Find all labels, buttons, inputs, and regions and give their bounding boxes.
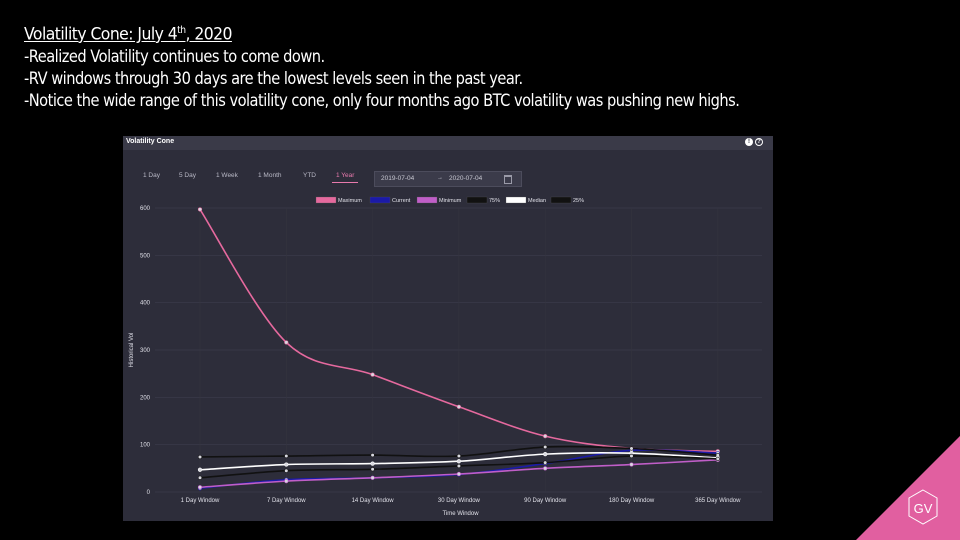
active-tab-underline	[332, 182, 359, 183]
data-point-median	[543, 452, 548, 457]
calendar-icon[interactable]	[504, 175, 512, 184]
bullet-3: -Notice the wide range of this volatilit…	[24, 90, 740, 111]
tab-1-week[interactable]: 1 Week	[216, 172, 238, 179]
data-point-25pct	[715, 456, 720, 461]
y-tick-label: 0	[147, 490, 151, 496]
data-point-75pct	[284, 453, 289, 459]
data-point-maximum	[197, 207, 203, 212]
data-point-maximum	[284, 340, 289, 345]
legend-label-maximum: Maximum	[338, 198, 362, 204]
panel-header: Volatility Cone ! ?	[123, 136, 773, 150]
x-tick-label: 7 Day Window	[267, 498, 306, 504]
x-tick-label: 90 Day Window	[524, 498, 567, 504]
legend-label-current: Current	[392, 198, 411, 204]
panel-title: Volatility Cone	[126, 138, 175, 145]
slide-title: Volatility Cone: July 4th, 2020	[24, 24, 232, 45]
data-point-25pct	[629, 453, 634, 459]
legend-swatch-75pct	[466, 196, 488, 204]
x-axis-label: Time Window	[442, 511, 479, 517]
legend-swatch-current	[369, 196, 391, 204]
data-point-75pct	[456, 453, 462, 459]
date-separator: →	[437, 175, 443, 181]
panel-header-icons: ! ?	[745, 138, 763, 146]
data-point-minimum	[284, 479, 289, 484]
data-point-maximum	[370, 372, 375, 377]
tab-1-month[interactable]: 1 Month	[258, 172, 282, 179]
tab-1-day[interactable]: 1 Day	[143, 172, 160, 179]
date-to-field[interactable]: 2020-07-04	[449, 175, 483, 182]
data-point-minimum	[456, 471, 462, 477]
y-axis-label: Historical Vol	[129, 333, 135, 368]
date-from-field[interactable]: 2019-07-04	[381, 175, 415, 182]
date-range-picker[interactable]: 2019-07-04 → 2020-07-04	[374, 171, 522, 187]
x-tick-label: 180 Day Window	[609, 498, 655, 504]
legend-label-median: Median	[528, 198, 546, 204]
data-point-minimum	[197, 485, 203, 490]
tab-5-day[interactable]: 5 Day	[179, 172, 196, 179]
data-point-median	[370, 461, 375, 466]
y-tick-label: 100	[140, 443, 151, 449]
data-point-75pct	[629, 446, 634, 451]
data-point-minimum	[370, 475, 375, 480]
x-tick-label: 14 Day Window	[352, 498, 395, 504]
data-point-75pct	[370, 452, 375, 458]
x-tick-label: 365 Day Window	[695, 498, 741, 504]
data-point-25pct	[543, 460, 548, 465]
data-point-25pct	[284, 468, 289, 473]
legend-swatch-minimum	[416, 196, 438, 204]
legend-label-25pct: 25%	[573, 198, 584, 204]
data-point-25pct	[197, 475, 203, 480]
tab-ytd[interactable]: YTD	[303, 172, 316, 179]
data-point-median	[197, 467, 203, 472]
data-point-25pct	[456, 463, 462, 469]
info-icon[interactable]: !	[745, 138, 753, 146]
tab-1-year[interactable]: 1 Year	[332, 172, 359, 183]
data-point-maximum	[543, 434, 548, 439]
legend-swatch-median	[505, 196, 527, 204]
data-point-median	[456, 459, 462, 464]
legend-swatch-25pct	[550, 196, 572, 204]
data-point-minimum	[629, 462, 634, 467]
data-point-minimum	[543, 466, 548, 471]
y-tick-label: 300	[140, 348, 151, 354]
bullet-1: -Realized Volatility continues to come d…	[24, 46, 325, 67]
legend-label-75pct: 75%	[489, 198, 500, 204]
data-point-25pct	[370, 467, 375, 472]
legend-label-minimum: Minimum	[439, 198, 462, 204]
logo-hexagon-icon	[908, 489, 938, 525]
y-tick-label: 500	[140, 253, 151, 259]
data-point-maximum	[456, 404, 462, 409]
y-tick-label: 200	[140, 395, 151, 401]
data-point-median	[284, 462, 289, 467]
y-tick-label: 600	[140, 206, 151, 212]
data-point-75pct	[197, 454, 203, 460]
data-point-75pct	[543, 444, 548, 450]
x-tick-label: 30 Day Window	[438, 498, 481, 504]
slide-text-block: Volatility Cone: July 4th, 2020 -Realize…	[24, 20, 924, 112]
x-tick-label: 1 Day Window	[181, 498, 220, 504]
legend-swatch-maximum	[315, 196, 337, 204]
logo-text: GV	[914, 501, 933, 516]
bullet-2: -RV windows through 30 days are the lowe…	[24, 68, 523, 89]
logo-corner-triangle	[856, 436, 960, 540]
y-tick-label: 400	[140, 301, 151, 307]
help-icon[interactable]: ?	[755, 138, 763, 146]
